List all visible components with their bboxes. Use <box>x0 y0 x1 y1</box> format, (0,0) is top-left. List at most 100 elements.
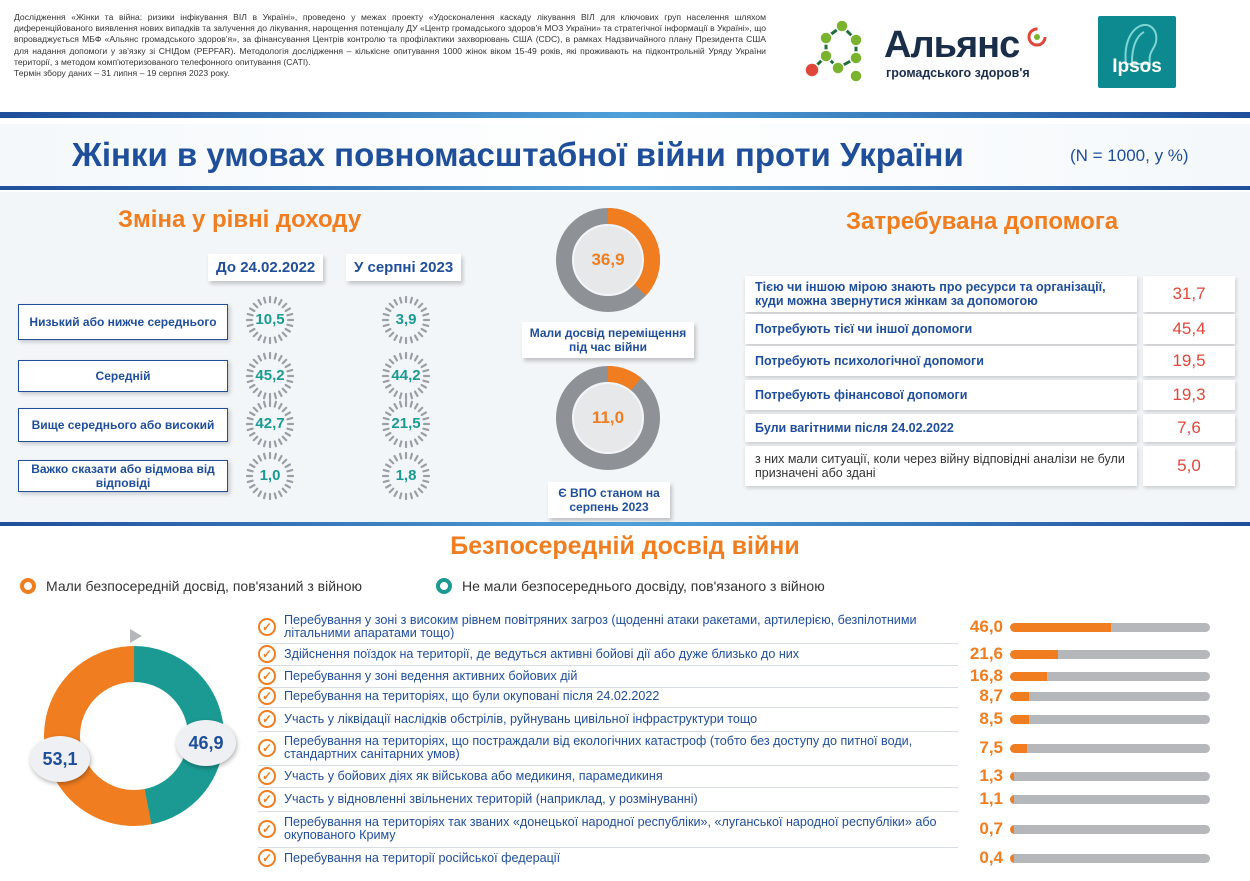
income-after-dial-ticks <box>381 399 431 449</box>
war-experience-value: 8,7 <box>979 686 1003 705</box>
income-after-dial: 44,2 <box>381 351 431 401</box>
war-experience-row: ✓ Перебування на територіях, що були окуп… <box>258 686 958 706</box>
alliance-logo-sub: громадського здоров'я <box>886 66 1030 80</box>
income-before-dial: 10,5 <box>245 295 295 345</box>
income-category: Середній <box>18 360 228 392</box>
war-experience-value: 16,8 <box>969 666 1003 685</box>
war-had-value: 53,1 <box>30 736 90 782</box>
war-experience-label: Перебування у зоні ведення активних бойо… <box>284 668 578 683</box>
header <box>0 0 1250 112</box>
row-separator <box>258 687 958 688</box>
row-separator <box>258 811 958 812</box>
war-experience-row: ✓ Участь у ліквідації наслідків обстрілів… <box>258 708 958 730</box>
war-experience-row: ✓ Перебування у зоні з високим рівнем пов… <box>258 612 958 642</box>
income-after-value: 21,5 <box>391 415 421 432</box>
alliance-molecule-icon <box>804 19 863 83</box>
war-experience-bar-fill <box>1010 744 1027 753</box>
war-experience-row: ✓ Перебування на територіях так званих «д… <box>258 812 958 846</box>
income-before-dial: 1,0 <box>245 451 295 501</box>
war-experience-label: Участь у відновленні звільнених територі… <box>284 791 698 806</box>
alliance-swirl-icon <box>1027 27 1047 47</box>
help-item-value: 19,5 <box>1143 346 1235 376</box>
war-experience-label: Здійснення поїздок на території, де веду… <box>284 646 800 661</box>
idp-donut: 11,0 <box>552 362 664 474</box>
war-experience-bar-fill <box>1010 772 1014 781</box>
war-experience-bar <box>1010 795 1210 804</box>
war-experience-bar <box>1010 650 1210 659</box>
war-experience-row: ✓ Перебування у зоні ведення активних бой… <box>258 666 958 686</box>
war-experience-bar <box>1010 825 1210 834</box>
income-after-value: 3,9 <box>395 311 417 328</box>
help-item-value: 45,4 <box>1143 314 1235 344</box>
war-experience-bar-fill <box>1010 854 1014 863</box>
war-experience-bar <box>1010 672 1210 681</box>
income-col-after: У серпні 2023 <box>346 254 462 281</box>
war-experience-bar <box>1010 744 1210 753</box>
war-experience-bar <box>1010 692 1210 701</box>
war-experience-value: 46,0 <box>969 617 1003 636</box>
help-item-value: 5,0 <box>1143 446 1235 486</box>
help-item-label: Тією чи іншою мірою знають про ресурси т… <box>745 276 1137 312</box>
war-experience-label: Перебування у зоні з високим рівнем пові… <box>284 613 917 640</box>
war-experience-bar-fill <box>1010 825 1014 834</box>
income-before-dial-ticks <box>245 451 295 501</box>
war-experience-row: ✓ Участь у відновленні звільнених територ… <box>258 788 958 810</box>
help-item-label: Були вагітними після 24.02.2022 <box>745 414 1137 442</box>
alliance-logo: Альянс громадського здоров'я <box>798 14 1058 86</box>
income-before-value: 42,7 <box>255 415 285 432</box>
war-title: Безпосередній досвід війни <box>450 532 800 560</box>
income-before-dial: 42,7 <box>245 399 295 449</box>
war-experience-value: 21,6 <box>969 644 1003 663</box>
war-experience-label: Участь у ліквідації наслідків обстрілів,… <box>284 711 758 726</box>
income-after-dial: 1,8 <box>381 451 431 501</box>
row-separator <box>258 847 958 848</box>
income-after-value: 1,8 <box>395 467 417 484</box>
donut-segment <box>556 366 660 470</box>
income-after-dial-ticks <box>381 451 431 501</box>
war-experience-label: Перебування на територіях так званих «до… <box>284 815 937 842</box>
legend-had: Мали безпосередній досвід, пов'язаний з … <box>20 578 362 594</box>
row-separator <box>258 765 958 766</box>
income-after-dial: 21,5 <box>381 399 431 449</box>
income-before-dial: 45,2 <box>245 351 295 401</box>
help-item-label: Потребують тієї чи іншої допомоги <box>745 314 1137 344</box>
war-experience-value: 1,3 <box>979 766 1003 785</box>
check-icon: ✓ <box>258 618 276 636</box>
war-experience-bar-fill <box>1010 623 1112 632</box>
idp-donut-chart <box>556 366 660 470</box>
donut-center <box>574 384 642 452</box>
displaced-donut: 36,9 <box>552 204 664 316</box>
row-separator <box>258 787 958 788</box>
title-band <box>0 124 1250 186</box>
help-title: Затребувана допомога <box>846 208 1119 235</box>
help-item-label: Потребують психологічної допомоги <box>745 346 1137 376</box>
income-before-value: 10,5 <box>255 311 285 328</box>
check-icon: ✓ <box>258 767 276 785</box>
war-experience-bar <box>1010 715 1210 724</box>
legend-not: Не мали безпосереднього досвіду, пов'яза… <box>436 578 825 594</box>
alliance-logo-main: Альянс <box>884 24 1020 66</box>
ipsos-face-icon <box>1124 24 1158 65</box>
war-experience-bar-fill <box>1010 715 1029 724</box>
row-separator <box>258 731 958 732</box>
war-experience-value: 1,1 <box>979 789 1003 808</box>
data-period: Термін збору даних – 31 липня – 19 серпн… <box>14 68 230 79</box>
ipsos-logo-text: Ipsos <box>1112 56 1162 77</box>
donut-center <box>574 226 642 294</box>
help-item-value: 19,3 <box>1143 380 1235 410</box>
donut-segment <box>556 208 660 312</box>
war-experience-bar <box>1010 772 1210 781</box>
study-note: Дослідження «Жінки та війна: ризики інфі… <box>14 12 766 79</box>
help-item-value: 31,7 <box>1143 276 1235 312</box>
war-experience-value: 0,4 <box>979 848 1003 867</box>
income-before-dial-ticks <box>245 295 295 345</box>
check-icon: ✓ <box>258 820 276 838</box>
war-experience-bar-fill <box>1010 650 1058 659</box>
legend-had-label: Мали безпосередній досвід, пов'язаний з … <box>46 578 363 594</box>
income-title: Зміна у рівні доходу <box>118 206 362 233</box>
study-description: Дослідження «Жінки та війна: ризики інфі… <box>14 12 766 67</box>
income-col-before: До 24.02.2022 <box>208 254 324 281</box>
check-icon: ✓ <box>258 710 276 728</box>
income-after-dial-ticks <box>381 351 431 401</box>
income-before-value: 45,2 <box>255 367 285 384</box>
